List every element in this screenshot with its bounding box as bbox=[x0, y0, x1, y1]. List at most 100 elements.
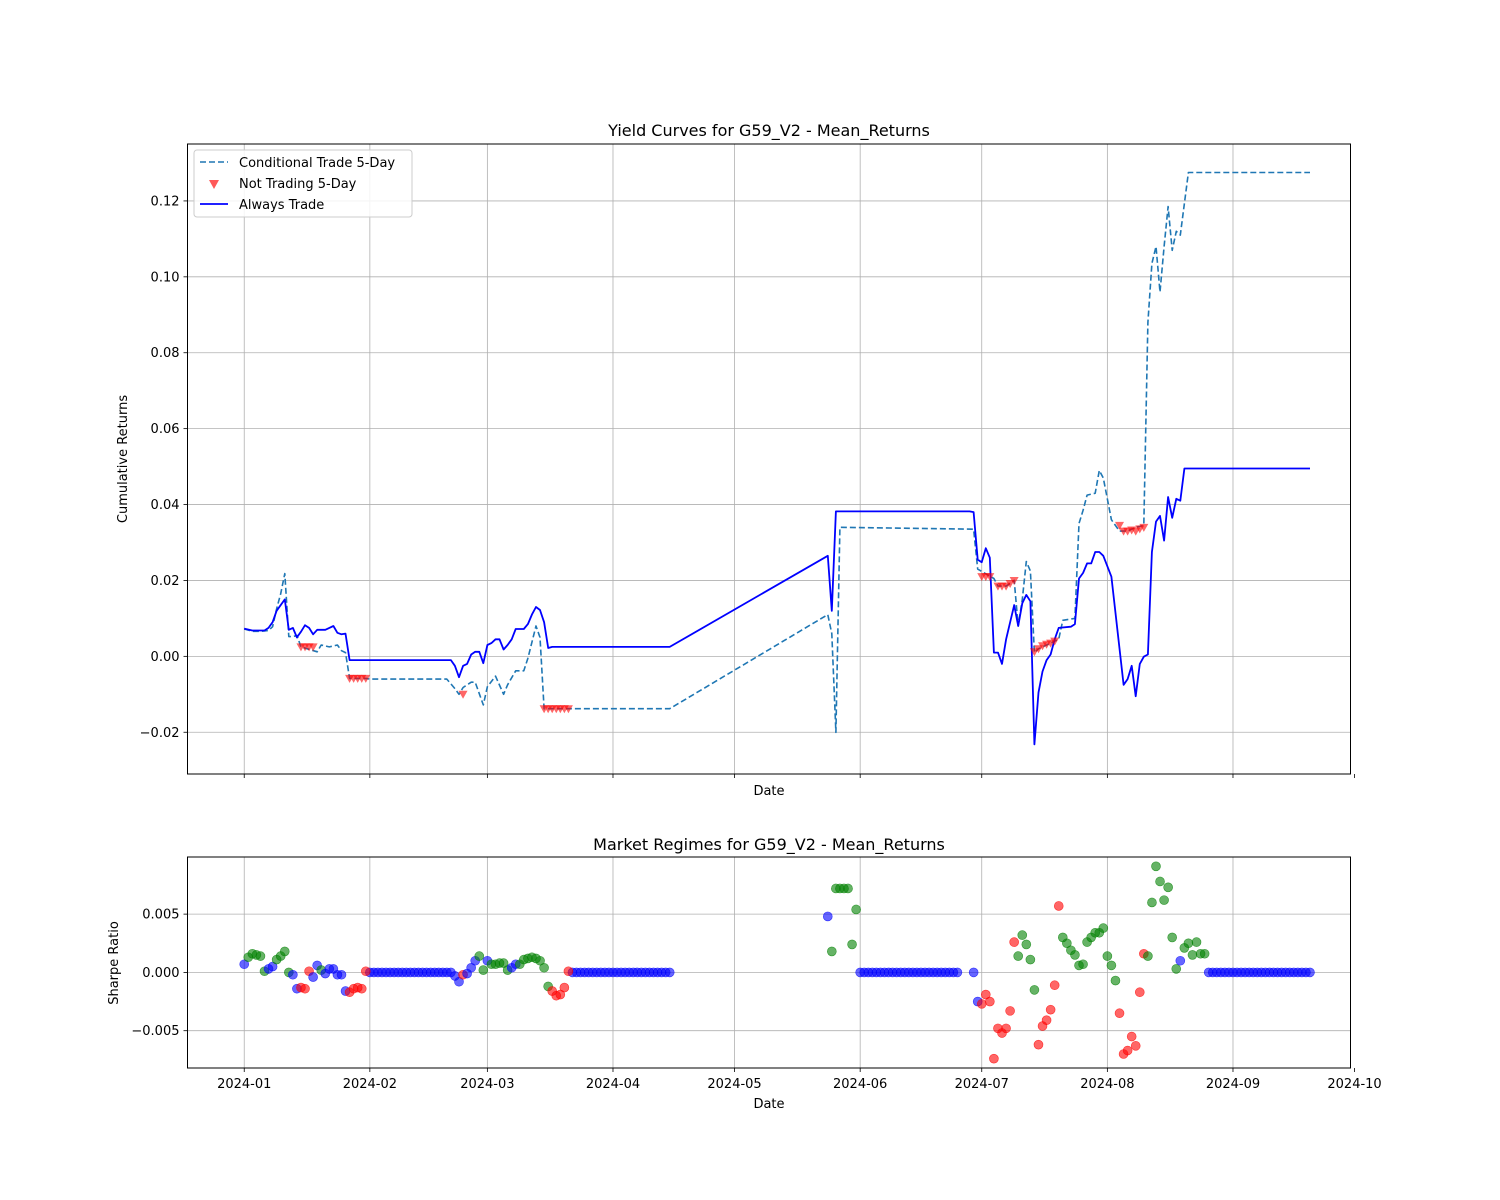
bottom-y-axis-ticks: −0.005 0.000 0.005 bbox=[131, 908, 188, 1039]
regime-point-bull bbox=[851, 904, 861, 915]
regime-point-bear bbox=[356, 983, 367, 994]
bottom-x-tick-label: 2024-09 bbox=[1206, 1077, 1260, 1092]
regime-point-bear bbox=[1114, 1008, 1125, 1019]
top-chart-title: Yield Curves for G59_V2 - Mean_Returns bbox=[607, 121, 930, 141]
regime-point-bear bbox=[1005, 1006, 1015, 1016]
bottom-x-tick-label: 2024-10 bbox=[1327, 1077, 1381, 1092]
regime-point-bull bbox=[1078, 959, 1088, 970]
top-y-axis-ticks: −0.02 0.00 0.02 0.04 0.06 0.08 0.10 0.12 bbox=[140, 194, 188, 741]
bottom-x-tick-label: 2024-05 bbox=[707, 1077, 761, 1092]
regime-point-bear bbox=[989, 1053, 999, 1064]
bottom-y-tick-label: 0.005 bbox=[142, 908, 179, 923]
regime-point-bull bbox=[1147, 897, 1157, 908]
regime-point-bull bbox=[1199, 948, 1210, 959]
bottom-x-axis-label: Date bbox=[753, 1097, 784, 1112]
regime-point-bull bbox=[474, 951, 485, 961]
regime-point-neutral bbox=[308, 972, 318, 982]
not-trading-marker bbox=[308, 643, 318, 652]
regime-point-bull bbox=[1098, 923, 1109, 933]
always-trade-line bbox=[243, 467, 1310, 746]
regime-point-bull bbox=[1183, 938, 1194, 949]
bottom-x-tick-label: 2024-01 bbox=[217, 1077, 271, 1092]
not-trading-marker bbox=[1029, 648, 1039, 657]
top-x-axis-ticks bbox=[243, 774, 1355, 778]
top-y-tick-label: 0.04 bbox=[151, 498, 180, 513]
regime-point-bear bbox=[985, 996, 995, 1007]
not-trading-marker bbox=[1009, 576, 1019, 585]
top-grid bbox=[187, 144, 1351, 774]
regime-point-bull bbox=[1013, 951, 1024, 961]
bottom-scatter-layer bbox=[239, 861, 1315, 1064]
regime-point-bull bbox=[1191, 937, 1202, 947]
top-y-tick-label: 0.02 bbox=[151, 574, 180, 589]
bottom-x-tick-label: 2024-03 bbox=[460, 1077, 514, 1092]
regime-point-bear bbox=[1053, 901, 1064, 911]
not-trading-marker bbox=[1139, 523, 1149, 532]
regime-point-bull bbox=[1163, 882, 1173, 893]
regime-point-bull bbox=[478, 965, 489, 975]
bottom-x-tick-label: 2024-07 bbox=[955, 1077, 1009, 1092]
top-y-tick-label: 0.00 bbox=[151, 650, 180, 665]
regime-point-bull bbox=[1167, 932, 1178, 943]
regime-point-bull bbox=[1143, 951, 1153, 961]
regime-point-bull bbox=[1171, 964, 1182, 974]
regime-point-bull bbox=[1102, 951, 1113, 961]
regime-point-bull bbox=[1070, 950, 1080, 960]
regime-point-bear bbox=[1041, 1015, 1052, 1026]
regime-point-neutral bbox=[952, 967, 963, 978]
regime-point-bear bbox=[1134, 987, 1145, 998]
regime-point-bear bbox=[1001, 1023, 1011, 1034]
top-plot-frame bbox=[187, 143, 1351, 775]
not-trading-marker bbox=[985, 573, 995, 582]
legend-label-not-trading: Not Trading 5-Day bbox=[239, 177, 357, 192]
regime-point-bull bbox=[1151, 861, 1161, 872]
not-trading-marker bbox=[1005, 579, 1015, 588]
regime-point-neutral bbox=[664, 967, 675, 978]
regime-point-bear bbox=[1130, 1041, 1141, 1051]
legend-box bbox=[193, 149, 413, 218]
not-trading-marker bbox=[458, 690, 468, 699]
regime-point-neutral bbox=[1305, 967, 1315, 978]
not-trading-marker bbox=[563, 705, 573, 714]
top-y-tick-label: 0.10 bbox=[151, 270, 180, 285]
legend: Conditional Trade 5-Day Not Trading 5-Da… bbox=[193, 149, 413, 218]
regime-point-bull bbox=[279, 946, 290, 957]
bottom-x-tick-label: 2024-04 bbox=[586, 1077, 640, 1092]
regime-point-bear bbox=[1122, 1045, 1133, 1056]
bottom-plot-frame bbox=[187, 856, 1351, 1069]
regime-point-neutral bbox=[288, 969, 298, 980]
not-trading-marker bbox=[1050, 637, 1060, 646]
regime-point-bull bbox=[255, 951, 266, 961]
top-y-tick-label: −0.02 bbox=[140, 726, 180, 741]
regime-point-bear bbox=[976, 999, 987, 1009]
bottom-x-tick-label: 2024-08 bbox=[1080, 1077, 1134, 1092]
regime-point-bear bbox=[1033, 1039, 1044, 1050]
regime-point-bull bbox=[827, 946, 837, 957]
regime-point-neutral bbox=[968, 967, 979, 978]
regime-point-bear bbox=[300, 983, 310, 994]
bottom-chart-title: Market Regimes for G59_V2 - Mean_Returns bbox=[593, 835, 945, 855]
regime-point-bull bbox=[1029, 985, 1040, 995]
regime-point-bull bbox=[539, 962, 549, 973]
regime-point-bear bbox=[1126, 1031, 1137, 1042]
top-y-axis-label: Cumulative Returns bbox=[116, 395, 131, 523]
legend-label-conditional-trade: Conditional Trade 5-Day bbox=[239, 156, 395, 171]
regime-point-neutral bbox=[1175, 955, 1186, 966]
bottom-x-tick-label: 2024-02 bbox=[343, 1077, 397, 1092]
regime-point-bull bbox=[1155, 876, 1165, 887]
regime-point-bull bbox=[847, 939, 857, 950]
conditional-trade-line bbox=[243, 171, 1310, 734]
not-trading-marker bbox=[1115, 521, 1125, 530]
regime-point-bull bbox=[843, 883, 853, 894]
bottom-x-tick-label: 2024-06 bbox=[833, 1077, 887, 1092]
top-series-layer bbox=[243, 171, 1310, 746]
regime-point-bear bbox=[1009, 937, 1019, 947]
regime-point-bull bbox=[1187, 950, 1198, 960]
legend-label-always-trade: Always Trade bbox=[239, 198, 324, 213]
bottom-y-axis-label: Sharpe Ratio bbox=[107, 921, 122, 1005]
regime-point-bull bbox=[1021, 939, 1032, 950]
top-x-axis-label: Date bbox=[753, 784, 784, 799]
regime-point-bear bbox=[1045, 1004, 1056, 1015]
